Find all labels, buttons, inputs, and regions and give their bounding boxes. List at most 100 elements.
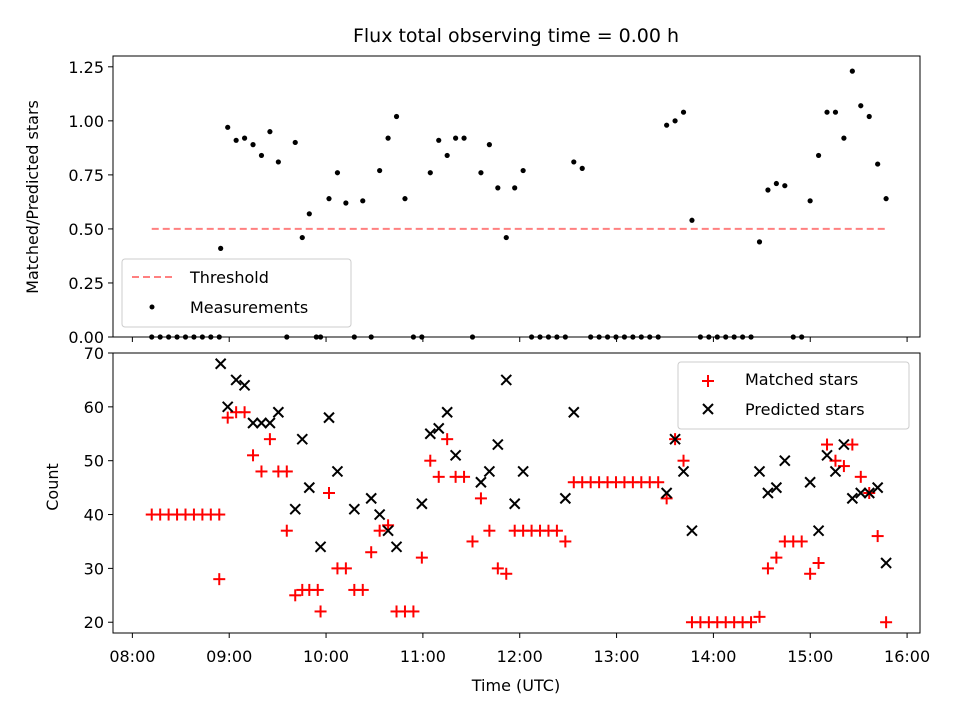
measurement-point [218,245,224,251]
top-axes-frame [112,55,921,338]
measurement-point [334,170,341,176]
matched-star-point [255,465,268,478]
matched-star-point [311,583,324,596]
matched-star-point [424,454,437,467]
predicted-star-point [441,406,453,418]
matched-star-point [432,470,445,483]
predicted-star-point [238,379,251,392]
matched-star-point [466,535,479,548]
bottom-y-tick-label: 60 [84,398,104,417]
bottom-y-tick-label: 70 [84,344,104,363]
top-y-tick-label: 1.00 [68,112,104,131]
predicted-star-point [314,541,327,553]
matched-star-point [761,562,774,575]
predicted-star-point [812,524,825,537]
matched-star-point [483,524,496,537]
matched-star-point [213,508,226,521]
measurement-point [765,187,771,193]
predicted-legend-swatch [702,403,714,415]
measurement-point [883,196,889,202]
matched-star-point [677,454,690,467]
top-y-tick-label: 0.50 [68,220,104,239]
matched-star-point [373,524,386,537]
measurement-point [495,185,501,191]
measurement-point [427,170,433,176]
measurement-point [849,68,855,74]
matched-star-point [880,616,893,629]
matched-star-point [339,562,352,575]
matched-star-point [846,438,859,451]
x-tick-label: 12:00 [497,647,543,666]
measurements-legend-swatch [149,304,155,310]
predicted-star-point [424,428,436,440]
x-tick-label: 08:00 [109,647,155,666]
predicted-star-point [331,465,344,478]
matched-star-point [500,567,513,580]
matched-star-point [221,411,234,424]
measurement-point [385,135,391,141]
measurement-point [250,142,256,148]
predicted-star-point [492,438,504,451]
measurement-point [377,167,383,174]
predicted-star-point [433,422,445,435]
matched-star-point [415,551,428,564]
measurement-point [841,135,847,141]
matched-star-point [263,433,276,446]
measurement-point [486,142,492,148]
matched-star-point [491,562,504,575]
matched-star-point [804,567,817,580]
measurement-point [225,124,231,130]
predicted-star-point [255,417,268,429]
predicted-star-point [214,358,227,370]
predicted-star-point [390,541,403,553]
matched-star-point [280,465,293,478]
x-tick-label: 16:00 [884,647,930,666]
threshold-legend-label: Threshold [189,268,269,287]
measurement-point [815,152,822,159]
measurement-point [292,139,298,146]
measurement-point [306,211,312,217]
predicted-star-point [475,476,487,488]
measurement-point [233,137,239,143]
predicted-star-point [289,503,301,515]
top-y-tick-label: 0.00 [68,328,104,347]
predicted-star-point [483,465,496,478]
measurement-point [858,103,864,109]
measurements-legend-label: Measurements [190,298,308,317]
x-tick-label: 15:00 [787,647,833,666]
measurement-point [782,183,788,189]
matched-star-point [745,616,758,629]
predicted-star-point [770,481,783,494]
measurement-point [520,167,526,174]
predicted-star-point [846,492,859,505]
predicted-star-point [365,492,377,505]
measurement-point [503,234,509,241]
measurement-point [875,161,881,167]
matched-star-point [795,535,808,548]
predicted-star-point [677,465,690,478]
measurement-point [299,234,305,241]
predicted-star-point [880,557,892,569]
measurement-point [866,113,872,120]
measurement-point [275,159,281,165]
top-legend-box [121,258,352,328]
measurement-point [689,217,695,223]
top-y-axis-label: Matched/Predicted stars [23,100,42,294]
bottom-axes-frame [112,352,921,634]
predicted-star-point [230,374,242,386]
matched-star-point [247,449,260,462]
matched-star-point [407,605,420,618]
predicted-star-point [829,465,842,478]
matched-star-point [871,530,884,543]
matched-star-point [289,589,302,602]
predicted-star-point [416,498,428,510]
measurement-point [571,159,577,165]
predicted-star-point [221,401,234,413]
predicted-star-point [303,481,316,494]
matched-legend-swatch [702,375,714,387]
bottom-legend: Matched stars Predicted stars [677,361,910,430]
predicted-star-point [669,433,681,445]
matched-star-point [812,557,825,569]
predicted-star-point [855,487,867,499]
